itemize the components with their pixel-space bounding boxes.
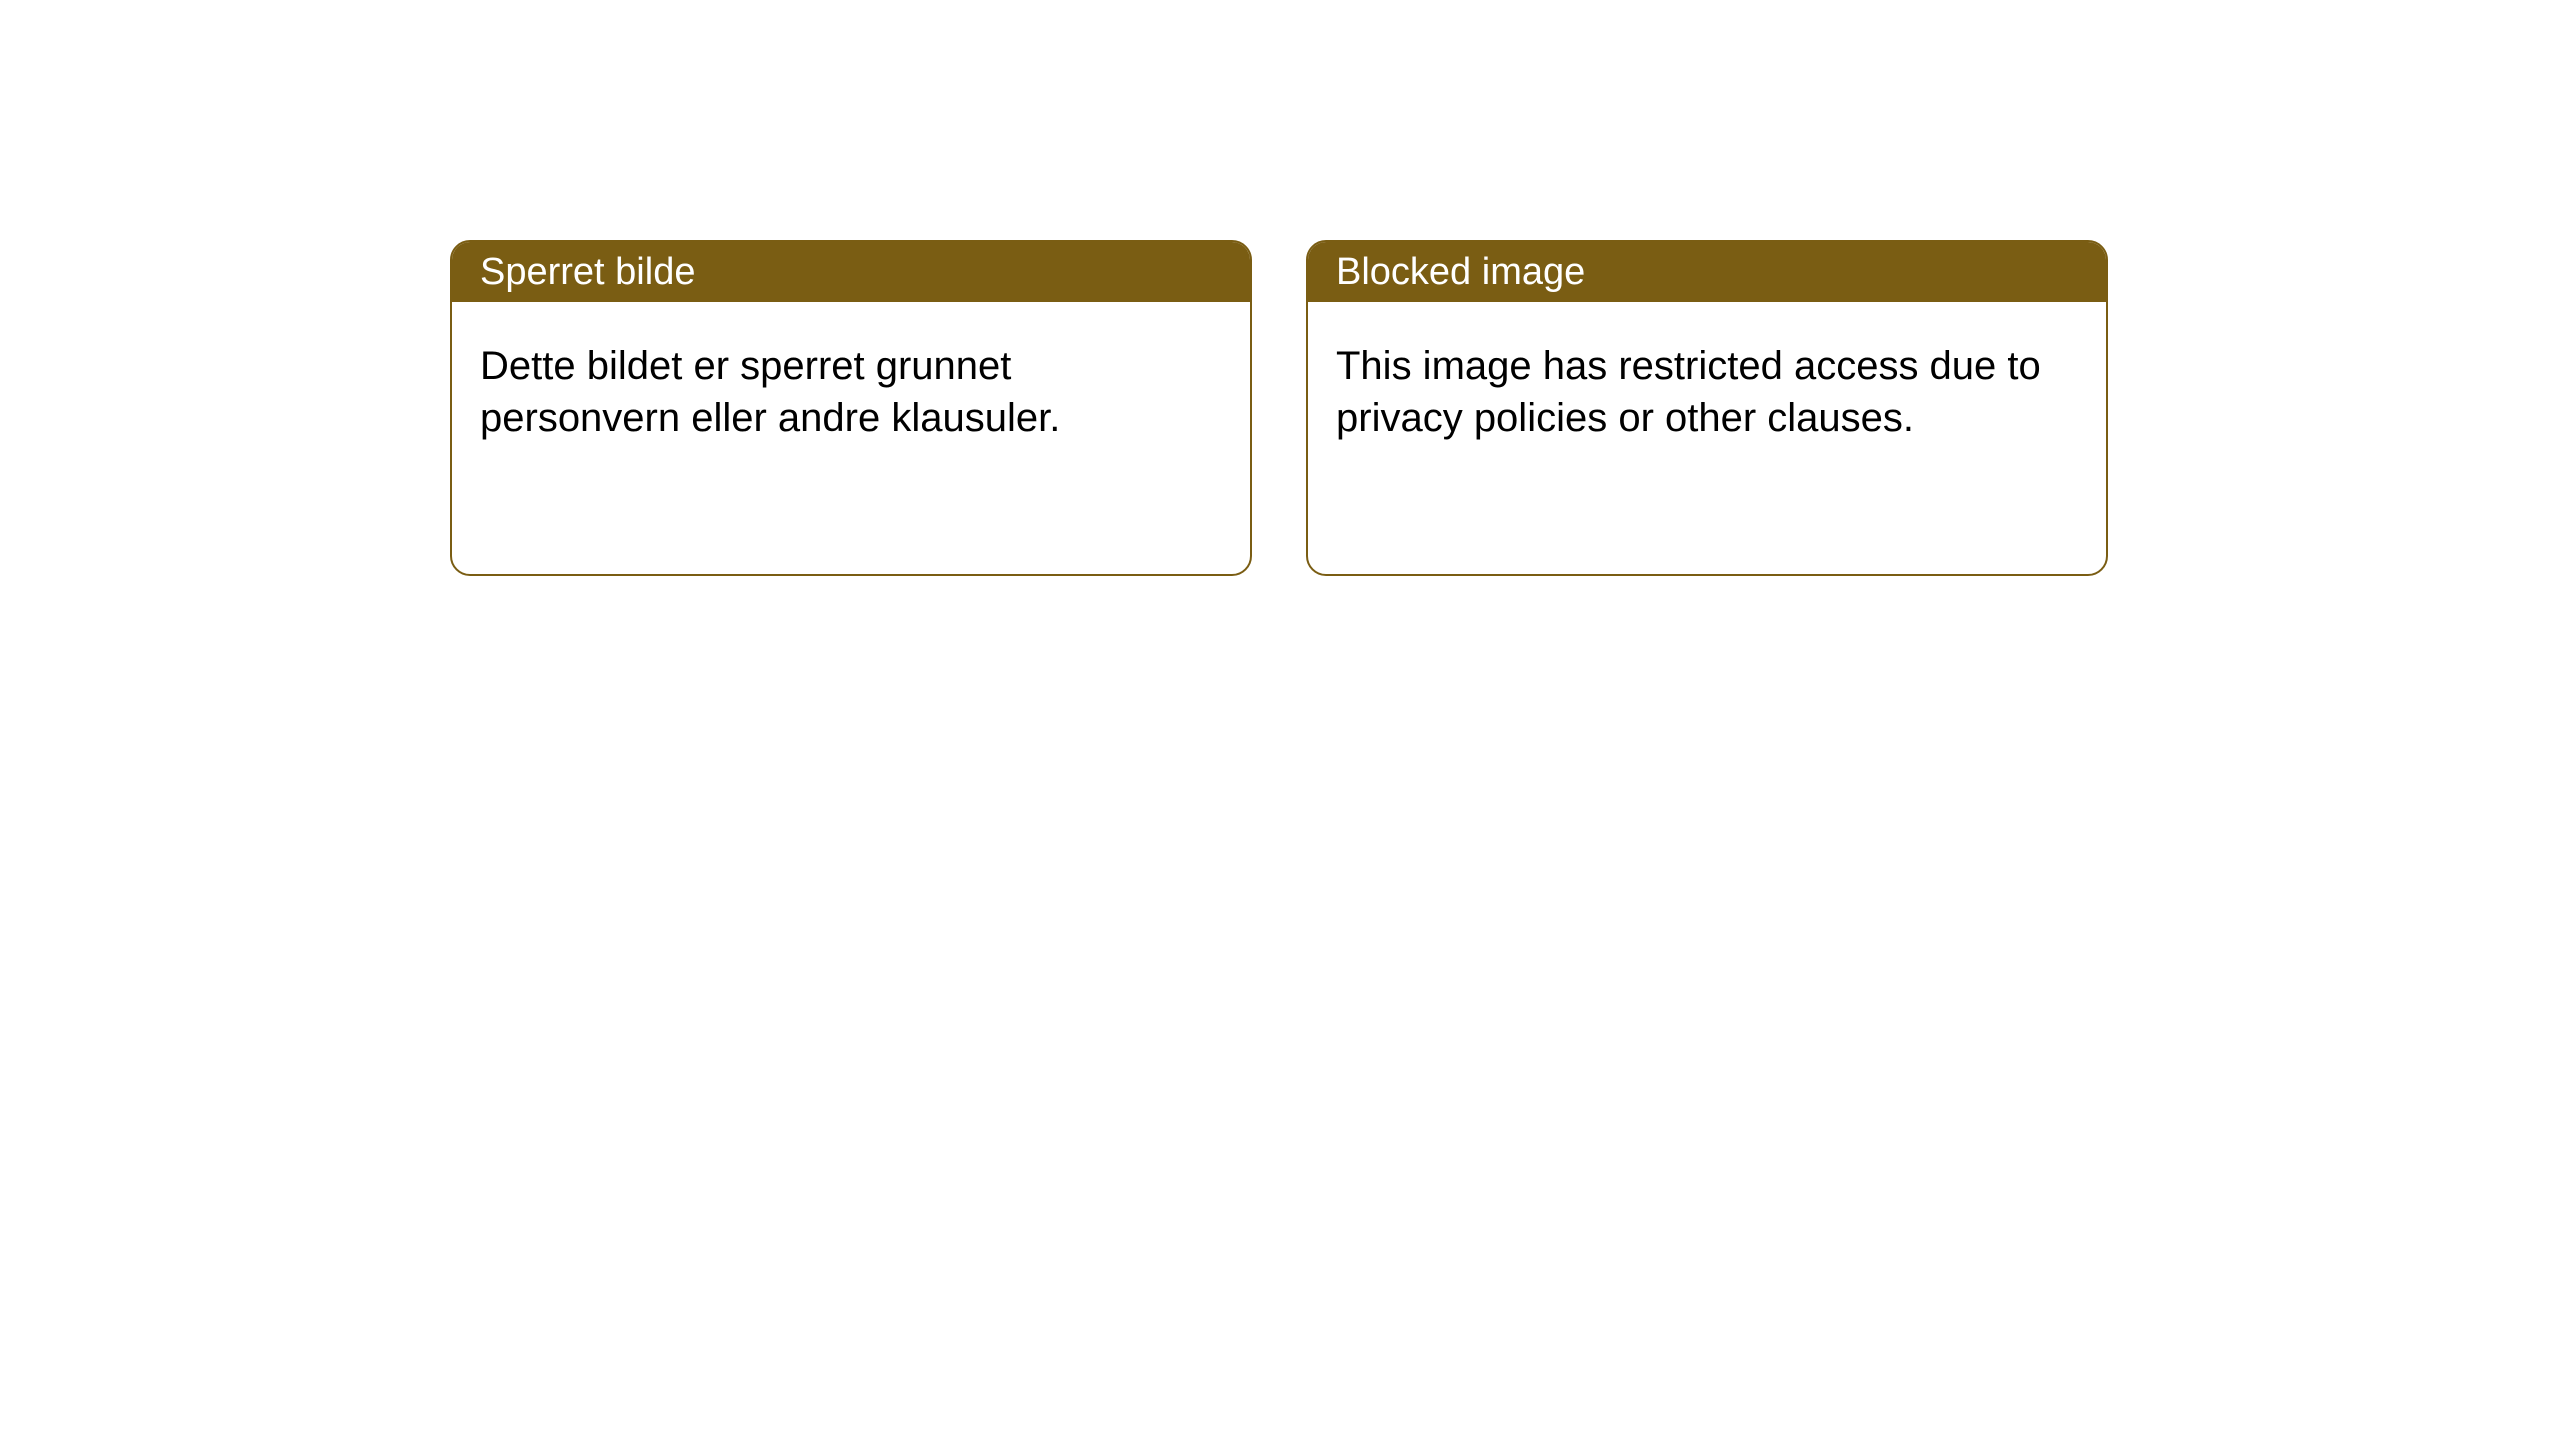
- card-title: Sperret bilde: [480, 251, 695, 294]
- notice-cards-container: Sperret bilde Dette bildet er sperret gr…: [0, 0, 2560, 576]
- card-header: Sperret bilde: [452, 242, 1250, 302]
- card-body-text: Dette bildet er sperret grunnet personve…: [480, 344, 1060, 440]
- card-title: Blocked image: [1336, 251, 1585, 294]
- card-header: Blocked image: [1308, 242, 2106, 302]
- card-body: Dette bildet er sperret grunnet personve…: [452, 302, 1250, 482]
- card-body: This image has restricted access due to …: [1308, 302, 2106, 482]
- card-body-text: This image has restricted access due to …: [1336, 344, 2041, 440]
- notice-card-english: Blocked image This image has restricted …: [1306, 240, 2108, 576]
- notice-card-norwegian: Sperret bilde Dette bildet er sperret gr…: [450, 240, 1252, 576]
